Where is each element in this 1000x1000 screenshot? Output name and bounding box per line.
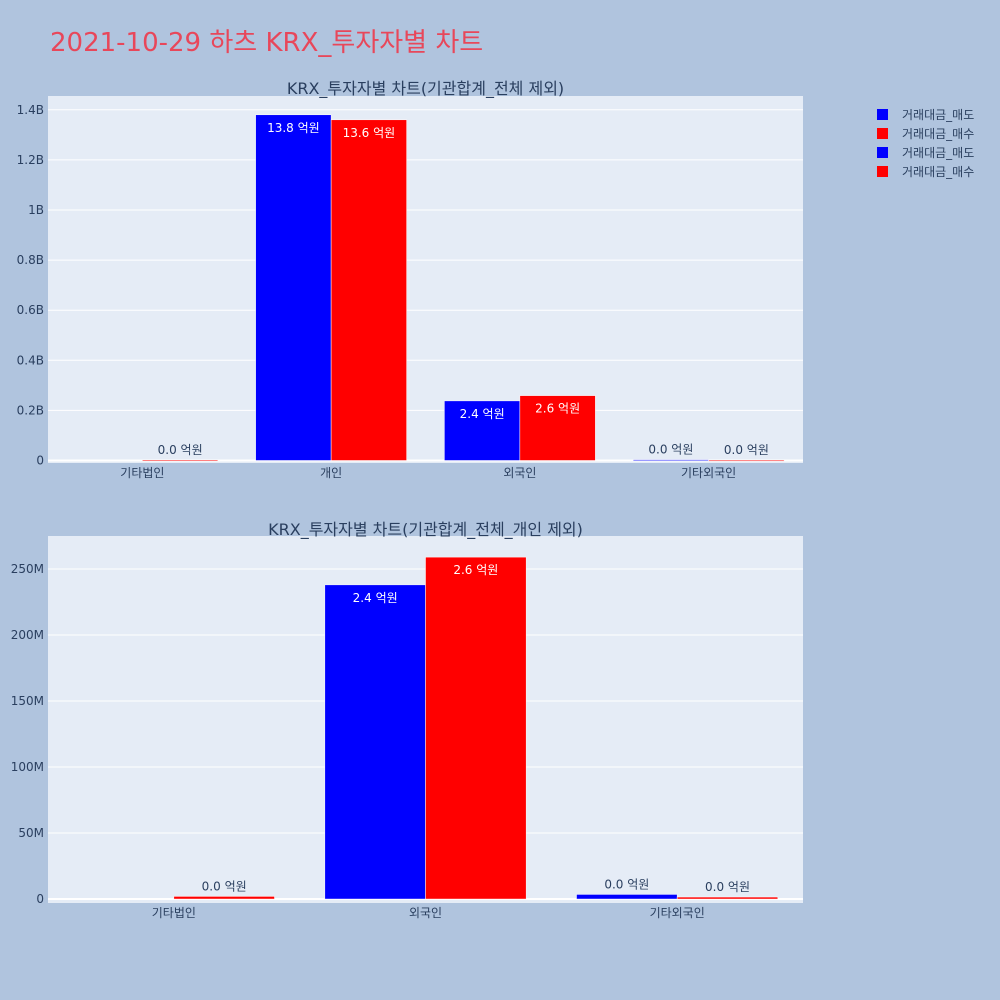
legend-swatch [877,147,888,158]
chart-title: KRX_투자자별 차트(기관합계_전체_개인 제외) [268,520,583,540]
legend-label: 거래대금_매도 [902,146,974,160]
legend-swatch [877,109,888,120]
y-tick-label: 0.4B [17,353,44,367]
x-tick-label: 기타외국인 [650,906,705,920]
x-tick-label: 기타법인 [120,466,164,480]
y-tick-label: 0 [36,453,44,467]
y-tick-label: 1.2B [17,153,44,167]
bar [173,896,275,900]
data-label: 2.6 억원 [453,563,498,577]
data-label: 2.4 억원 [353,591,398,605]
y-tick-label: 100M [11,760,44,774]
x-tick-label: 기타법인 [152,906,196,920]
y-tick-label: 0.8B [17,253,44,267]
data-label: 13.8 억원 [267,121,320,135]
y-tick-label: 250M [11,562,44,576]
data-label: 0.0 억원 [158,443,203,457]
x-tick-label: 외국인 [503,466,536,480]
y-tick-label: 150M [11,694,44,708]
bar [324,584,426,900]
data-label: 0.0 억원 [648,443,693,457]
data-label: 13.6 억원 [343,126,396,140]
legend-label: 거래대금_매수 [902,165,974,179]
bar [142,459,219,462]
legend-label: 거래대금_매도 [902,108,974,122]
data-label: 0.0 억원 [202,879,247,893]
y-tick-label: 0.2B [17,403,44,417]
bar [330,119,407,461]
data-label: 2.4 억원 [460,407,505,421]
y-tick-label: 0.6B [17,303,44,317]
y-tick-label: 50M [18,826,44,840]
y-tick-label: 1B [28,203,44,217]
plot-area-1 [48,96,803,463]
x-tick-label: 기타외국인 [681,466,736,480]
bar [632,459,709,461]
bar [576,894,678,900]
y-tick-label: 200M [11,628,44,642]
bar [444,400,521,461]
legend-label: 거래대금_매수 [902,127,974,141]
data-label: 0.0 억원 [724,443,769,457]
bar [708,459,785,462]
y-tick-label: 0 [36,892,44,906]
bar [519,395,596,461]
x-tick-label: 개인 [320,466,342,480]
page-title: 2021-10-29 하츠 KRX_투자자별 차트 [50,28,484,58]
bar [425,556,527,900]
y-tick-label: 1.4B [17,103,44,117]
chart-title: KRX_투자자별 차트(기관합계_전체 제외) [287,79,564,99]
legend-swatch [877,166,888,177]
data-label: 2.6 억원 [535,402,580,416]
x-tick-label: 외국인 [409,906,442,920]
bar [676,896,779,900]
legend-swatch [877,128,888,139]
data-label: 0.0 억원 [604,877,649,891]
bar [255,114,332,461]
data-label: 0.0 억원 [705,880,750,894]
